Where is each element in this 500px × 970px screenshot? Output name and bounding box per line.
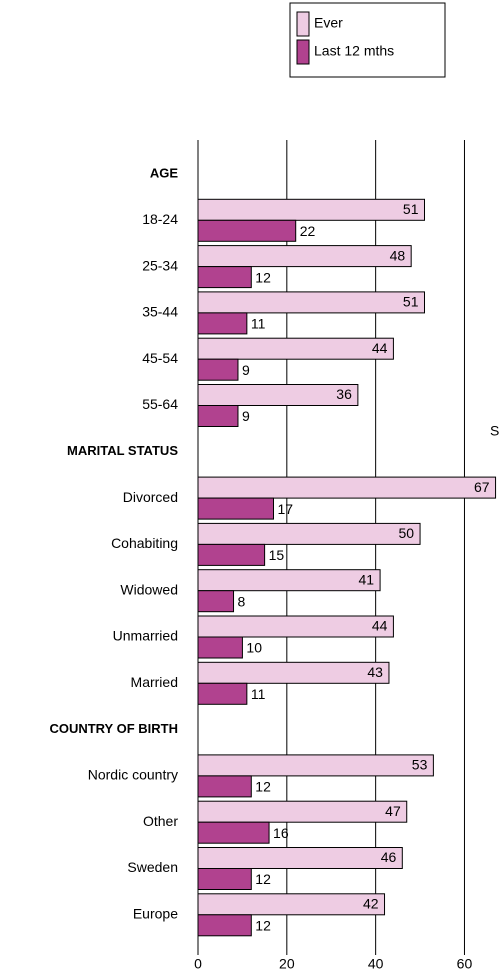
group-header: MARITAL STATUS (67, 443, 178, 458)
value-label: 67 (474, 479, 490, 495)
y-tick-label: Nordic country (88, 767, 178, 783)
value-label: 51 (403, 201, 419, 217)
bar (197, 384, 359, 406)
y-tick-label: Europe (133, 906, 178, 922)
bar (197, 847, 403, 869)
bar (197, 868, 252, 890)
bar (197, 569, 381, 592)
value-label: 15 (269, 547, 285, 563)
value-label: 10 (246, 640, 262, 656)
bar (197, 914, 252, 937)
bar (197, 405, 239, 427)
value-label: 17 (278, 501, 294, 517)
y-tick-label: 25-34 (142, 257, 178, 273)
y-tick-label: 18-24 (142, 211, 178, 227)
bar (197, 543, 266, 566)
bar (197, 800, 408, 823)
value-label: 43 (367, 664, 383, 680)
legend-swatch (296, 11, 310, 37)
y-tick-label: 55-64 (142, 396, 178, 412)
bar (197, 615, 394, 638)
y-tick-label: Married (131, 674, 178, 690)
bar (197, 661, 390, 684)
annotation: S (490, 423, 499, 439)
y-tick-label: Sweden (127, 859, 178, 875)
legend-box (289, 2, 446, 78)
value-label: 41 (359, 571, 375, 587)
value-label: 9 (242, 362, 250, 378)
bar (197, 266, 252, 289)
bar (197, 358, 239, 381)
y-tick-label: Other (143, 813, 178, 829)
bar (197, 312, 248, 335)
bar (197, 497, 274, 520)
y-tick-label: Unmarried (113, 628, 178, 644)
x-tick-label: 40 (368, 956, 384, 970)
value-label: 47 (385, 803, 401, 819)
value-label: 51 (403, 294, 419, 310)
y-tick-label: 35-44 (142, 304, 178, 320)
bar (197, 821, 270, 844)
value-label: 16 (273, 825, 289, 841)
bar (197, 245, 412, 268)
bar (197, 893, 386, 916)
y-tick-label: 45-54 (142, 350, 178, 366)
bar (197, 636, 243, 659)
value-label: 48 (390, 247, 406, 263)
y-tick-label: Widowed (120, 581, 178, 597)
value-label: 44 (372, 340, 388, 356)
value-label: 12 (255, 269, 271, 285)
value-label: 12 (255, 871, 271, 887)
value-label: 22 (300, 223, 316, 239)
value-label: 11 (251, 316, 266, 332)
value-label: 46 (381, 849, 397, 865)
value-label: 11 (251, 686, 266, 702)
bar (197, 291, 425, 314)
bar (197, 476, 497, 499)
bar (197, 198, 425, 221)
bar (197, 522, 421, 545)
legend-swatch (296, 39, 310, 65)
value-label: 12 (255, 779, 271, 795)
value-label: 50 (398, 525, 414, 541)
bar (197, 754, 434, 777)
x-tick-label: 20 (279, 956, 295, 970)
group-header: AGE (150, 165, 179, 180)
x-tick-label: 60 (457, 956, 473, 970)
value-label: 12 (255, 918, 271, 934)
value-label: 9 (242, 408, 250, 424)
value-label: 8 (238, 593, 246, 609)
x-tick-label: 0 (194, 956, 202, 970)
bar (197, 775, 252, 798)
value-label: 36 (336, 386, 352, 402)
value-label: 53 (412, 757, 428, 773)
bar (197, 219, 297, 242)
legend-label: Ever (314, 15, 343, 31)
y-tick-label: Cohabiting (111, 535, 178, 551)
value-label: 44 (372, 618, 388, 634)
bar (197, 590, 235, 613)
bar (197, 682, 248, 705)
legend-label: Last 12 mths (314, 43, 394, 59)
bar (197, 337, 394, 360)
y-tick-label: Divorced (123, 489, 178, 505)
group-header: COUNTRY OF BIRTH (49, 721, 178, 736)
value-label: 42 (363, 896, 379, 912)
